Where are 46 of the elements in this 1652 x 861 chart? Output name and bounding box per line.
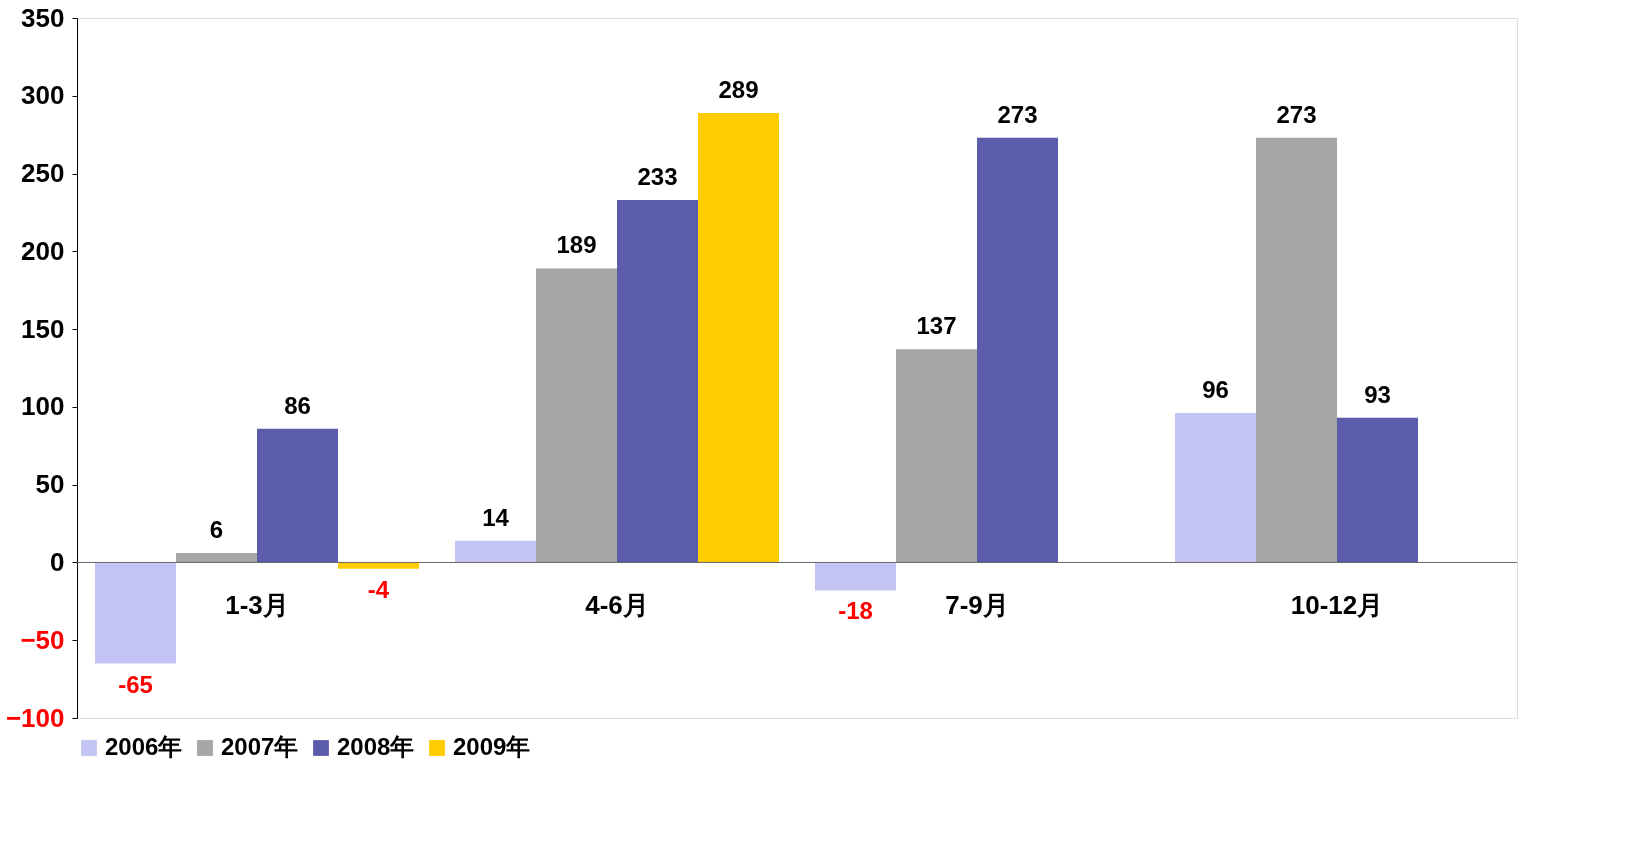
bar bbox=[1337, 417, 1418, 563]
bar bbox=[617, 200, 698, 563]
data-label: 189 bbox=[556, 231, 597, 259]
bar bbox=[896, 349, 977, 563]
data-label: 273 bbox=[1276, 100, 1317, 128]
y-tick-label: 100 bbox=[21, 391, 65, 422]
y-tick-label: 0 bbox=[50, 546, 65, 577]
data-label: 93 bbox=[1364, 380, 1391, 408]
bar bbox=[536, 268, 617, 563]
x-tick-label: 10-12月 bbox=[1290, 589, 1384, 620]
bar bbox=[977, 137, 1058, 563]
bar bbox=[1256, 137, 1337, 563]
legend-label: 2008年 bbox=[337, 733, 415, 760]
y-tick-label: 50 bbox=[35, 469, 65, 500]
bar bbox=[338, 562, 419, 569]
y-tick-label: −100 bbox=[5, 702, 65, 733]
data-label: 233 bbox=[637, 163, 678, 190]
data-label: 86 bbox=[284, 391, 311, 419]
x-tick-label: 1-3月 bbox=[225, 589, 289, 620]
y-tick-label: 300 bbox=[21, 80, 65, 111]
data-label: -18 bbox=[838, 597, 873, 625]
data-label: 14 bbox=[482, 503, 510, 531]
legend-label: 2006年 bbox=[105, 733, 183, 760]
x-tick-label: 7-9月 bbox=[945, 589, 1009, 620]
data-label: 273 bbox=[997, 100, 1038, 128]
y-tick-label: −50 bbox=[20, 624, 65, 655]
data-label: 289 bbox=[718, 75, 759, 103]
bar bbox=[176, 553, 257, 563]
data-label: 137 bbox=[916, 312, 957, 340]
data-label: 96 bbox=[1202, 376, 1229, 404]
data-label: -65 bbox=[118, 670, 153, 698]
y-tick-label: 350 bbox=[21, 2, 65, 33]
data-label: 6 bbox=[209, 516, 224, 544]
bar bbox=[455, 540, 536, 563]
bar bbox=[698, 112, 779, 563]
y-tick-label: 200 bbox=[21, 235, 65, 266]
x-tick-label: 4-6月 bbox=[585, 589, 649, 620]
data-label: -4 bbox=[367, 575, 390, 603]
bar bbox=[257, 428, 338, 563]
y-tick-label: 250 bbox=[21, 158, 65, 189]
legend-label: 2009年 bbox=[453, 733, 531, 760]
y-tick-label: 150 bbox=[21, 313, 65, 344]
legend-label: 2007年 bbox=[221, 733, 299, 760]
bar bbox=[95, 562, 176, 664]
bar bbox=[1175, 413, 1256, 563]
bar bbox=[815, 562, 896, 591]
